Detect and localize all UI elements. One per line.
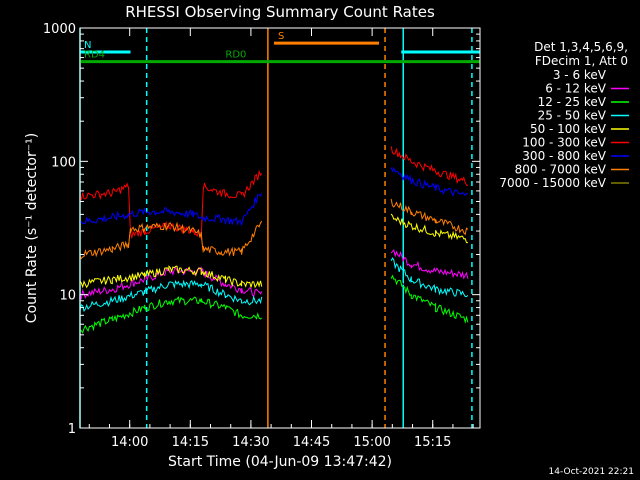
axis-ticks: 1 10 100 1000 14:00 14:15 14:30 14:45 15:00 15:15 bbox=[43, 22, 480, 450]
series-line-1 bbox=[79, 249, 469, 300]
series-line-4 bbox=[79, 213, 468, 289]
x-tick-label-2: 14:30 bbox=[232, 435, 269, 450]
legend-header-fdecim: FDecim 1, Att 0 bbox=[535, 54, 628, 68]
y-tick-label-2: 100 bbox=[51, 155, 76, 170]
y-axis-label: Count Rate (s⁻¹ detector⁻¹) bbox=[24, 133, 40, 323]
x-tick-label-0: 14:00 bbox=[111, 435, 148, 450]
flag-label-1: RD0 bbox=[225, 50, 246, 61]
legend-label-5: 100 - 300 keV bbox=[522, 136, 606, 150]
legend-label-3: 25 - 50 keV bbox=[538, 109, 607, 123]
x-tick-label-4: 15:00 bbox=[353, 435, 390, 450]
legend-label-6: 300 - 800 keV bbox=[522, 149, 606, 163]
legend-label-0: 3 - 6 keV bbox=[553, 68, 607, 82]
legend-label-8: 7000 - 15000 keV bbox=[499, 176, 606, 190]
flag-label-3: S bbox=[278, 31, 284, 42]
x-tick-label-3: 14:45 bbox=[293, 435, 330, 450]
x-axis-label: Start Time (04-Jun-09 13:47:42) bbox=[168, 454, 392, 470]
series-line-7 bbox=[79, 198, 469, 260]
legend-label-4: 50 - 100 keV bbox=[530, 122, 607, 136]
series-line-2 bbox=[79, 274, 469, 334]
legend-label-1: 6 - 12 keV bbox=[545, 82, 607, 96]
series-line-0 bbox=[79, 264, 469, 329]
legend-label-2: 12 - 25 keV bbox=[538, 95, 607, 109]
y-tick-label-0: 1 bbox=[68, 422, 76, 437]
flag-label-2: RD4 bbox=[84, 50, 105, 61]
legend-label-7: 800 - 7000 keV bbox=[515, 163, 607, 177]
flag-label-0: N bbox=[84, 40, 91, 51]
plot-frame bbox=[79, 27, 481, 429]
x-tick-label-1: 14:15 bbox=[172, 435, 209, 450]
series-line-5 bbox=[79, 146, 469, 240]
legend-header-detectors: Det 1,3,4,5,6,9, bbox=[534, 40, 628, 54]
generated-timestamp: 14-Oct-2021 22:21 bbox=[549, 467, 634, 477]
x-tick-label-5: 15:15 bbox=[414, 435, 451, 450]
plot-area: N RD0 RD4 S bbox=[79, 28, 480, 428]
legend: Det 1,3,4,5,6,9, FDecim 1, Att 0 3 - 6 k… bbox=[499, 40, 629, 190]
y-tick-label-1: 10 bbox=[59, 289, 76, 304]
series-line-3 bbox=[79, 257, 469, 313]
chart-title: RHESSI Observing Summary Count Rates bbox=[125, 3, 435, 21]
series-line-6 bbox=[79, 166, 469, 226]
y-tick-label-3: 1000 bbox=[43, 22, 76, 37]
